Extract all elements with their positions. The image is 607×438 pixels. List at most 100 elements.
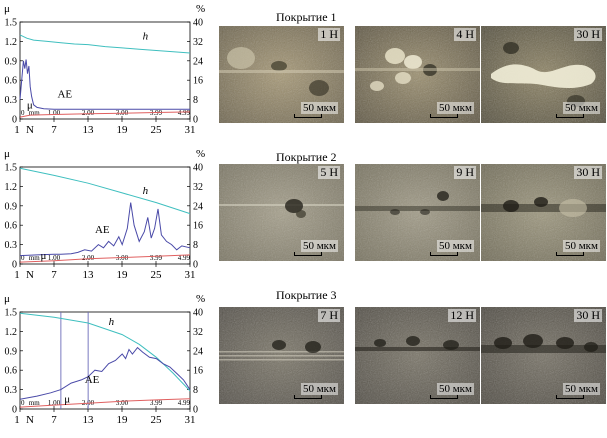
left-tick-label: 1.5 <box>5 308 18 319</box>
mm-tick-label: 1.00 <box>48 109 61 117</box>
mm-axis-label: mm <box>29 399 40 407</box>
series-line-mu <box>19 254 191 263</box>
micrograph-load-label: 12 Н <box>448 308 476 322</box>
plot-frame <box>19 166 191 265</box>
micrograph-load-label: 7 Н <box>318 308 340 322</box>
load-tick-label: 13 <box>83 269 95 281</box>
micrograph-coating-1-2: 4 Н 50 мкм <box>355 26 480 123</box>
series-label-AE: AE <box>57 89 72 101</box>
left-tick-label: 0 <box>12 115 17 126</box>
mm-axis-label: mm <box>29 109 40 117</box>
scale-bar-label: 50 мкм <box>300 383 338 395</box>
mm-axis-label: mm <box>29 254 40 262</box>
scale-bar <box>294 395 322 399</box>
micrograph-coating-1-3: 30 Н 50 мкм <box>481 26 606 123</box>
load-tick-label: 7 <box>51 269 57 281</box>
load-tick-label: 25 <box>151 269 163 281</box>
coating-1-title: Покрытие 1 <box>276 10 337 24</box>
scale-bar <box>294 114 322 118</box>
right-tick-label: 8 <box>193 385 198 396</box>
micrograph-coating-2-2: 9 Н 50 мкм <box>355 164 480 261</box>
load-tick-label: 13 <box>83 124 95 136</box>
micrograph-load-label: 1 Н <box>318 27 340 41</box>
load-tick-label: 19 <box>117 269 129 281</box>
right-tick-label: 0 <box>193 115 198 126</box>
right-tick-label: 16 <box>193 76 203 87</box>
left-axis-label: μ <box>4 293 10 305</box>
load-tick-label: 31 <box>185 414 196 426</box>
mm-tick-label: 0 <box>21 399 25 407</box>
scale-bar <box>430 114 458 118</box>
series-line-AE <box>19 346 191 400</box>
mm-tick-label: 3.99 <box>150 254 163 262</box>
load-axis-label: N <box>26 124 34 136</box>
load-tick-label: 7 <box>51 414 57 426</box>
left-tick-label: 1.2 <box>5 327 18 338</box>
series-line-mu <box>19 111 191 118</box>
micrograph-coating-3-2: 12 Н 50 мкм <box>355 307 480 404</box>
left-tick-label: 0 <box>12 405 17 416</box>
mm-tick-label: 3.00 <box>116 399 129 407</box>
left-tick-label: 0.6 <box>5 366 18 377</box>
load-tick-label: 7 <box>51 124 57 136</box>
series-line-AE <box>19 202 191 257</box>
micrograph-coating-2-1: 5 Н 50 мкм <box>219 164 344 261</box>
right-tick-label: 32 <box>193 327 203 338</box>
load-tick-label: 13 <box>83 414 95 426</box>
plot-frame <box>19 311 191 410</box>
mm-tick-label: 4.99 <box>178 109 191 117</box>
load-tick-label: 25 <box>151 124 163 136</box>
right-tick-label: 16 <box>193 221 203 232</box>
scale-bar <box>294 252 322 256</box>
load-tick-label: 25 <box>151 414 163 426</box>
series-label-mu: μ <box>64 394 70 406</box>
right-tick-label: 40 <box>193 308 203 319</box>
mm-tick-label: 1.00 <box>48 399 61 407</box>
series-label-mu: μ <box>40 250 46 262</box>
load-tick-label: 31 <box>185 269 196 281</box>
scale-bar-label: 50 мкм <box>300 240 338 252</box>
right-tick-label: 8 <box>193 95 198 106</box>
scale-bar-label: 50 мкм <box>562 102 600 114</box>
right-tick-label: 0 <box>193 260 198 271</box>
series-line-mu <box>19 398 191 408</box>
micrograph-load-label: 9 Н <box>454 165 476 179</box>
mm-tick-label: 4.99 <box>178 399 191 407</box>
scratch-chart-coating-3: 00.30.60.91.21.5μ0816243240%01.002.003.0… <box>4 293 205 426</box>
load-axis-label: N <box>26 414 34 426</box>
series-label-h: h <box>143 185 149 197</box>
mm-tick-label: 1.00 <box>48 254 61 262</box>
load-tick-label: 1 <box>14 124 20 136</box>
load-tick-label: 1 <box>14 414 20 426</box>
left-tick-label: 0.6 <box>5 221 18 232</box>
left-tick-label: 0.3 <box>5 240 18 251</box>
mm-tick-label: 0 <box>21 109 25 117</box>
micrograph-coating-3-3: 30 Н 50 мкм <box>481 307 606 404</box>
series-line-h <box>19 167 191 215</box>
series-label-h: h <box>109 316 115 328</box>
right-axis-label: % <box>196 148 205 160</box>
left-tick-label: 0.9 <box>5 56 18 67</box>
series-line-h <box>19 34 191 54</box>
micrograph-coating-1-1: 1 Н 50 мкм <box>219 26 344 123</box>
scale-bar <box>430 252 458 256</box>
scale-bar <box>556 114 584 118</box>
mm-tick-label: 3.00 <box>116 254 129 262</box>
series-label-AE: AE <box>95 224 110 236</box>
mm-tick-label: 2.00 <box>82 254 95 262</box>
scale-bar-label: 50 мкм <box>562 383 600 395</box>
mm-tick-label: 0 <box>21 254 25 262</box>
scale-bar <box>556 395 584 399</box>
scale-bar-label: 50 мкм <box>562 240 600 252</box>
series-label-AE: AE <box>85 374 100 386</box>
left-axis-label: μ <box>4 148 10 160</box>
load-tick-label: 19 <box>117 124 129 136</box>
right-tick-label: 40 <box>193 18 203 29</box>
left-tick-label: 1.5 <box>5 18 18 29</box>
left-tick-label: 1.2 <box>5 37 18 48</box>
load-tick-label: 1 <box>14 269 20 281</box>
right-tick-label: 0 <box>193 405 198 416</box>
mm-tick-label: 2.00 <box>82 109 95 117</box>
